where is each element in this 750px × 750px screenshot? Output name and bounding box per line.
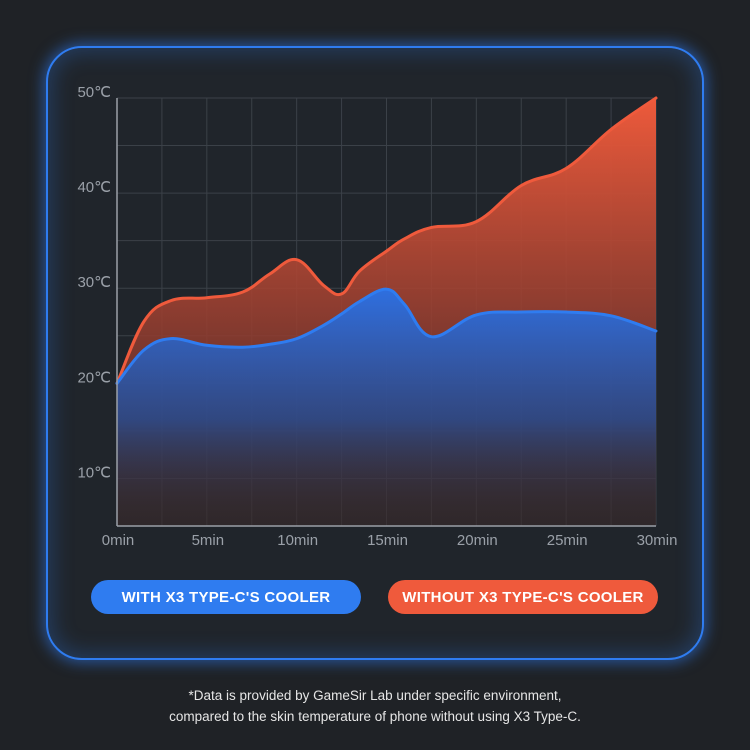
footnote-line-1: *Data is provided by GameSir Lab under s… (188, 688, 562, 703)
y-tick-label: 20℃ (77, 369, 111, 386)
legend-with-cooler: WITH X3 TYPE-C'S COOLER (91, 580, 361, 614)
y-tick-label: 50℃ (77, 84, 111, 101)
x-tick-label: 20min (457, 532, 498, 549)
series-line-1 (115, 287, 658, 385)
y-tick-label: 30℃ (77, 274, 111, 291)
y-tick-label: 10℃ (77, 464, 111, 481)
x-tick-label: 5min (192, 532, 225, 549)
legend-without-cooler: WITHOUT X3 TYPE-C'S COOLER (388, 580, 658, 614)
x-tick-label: 25min (547, 532, 588, 549)
series-areas (115, 96, 658, 526)
y-tick-label: 40℃ (77, 179, 111, 196)
x-tick-label: 15min (367, 532, 408, 549)
x-tick-label: 30min (637, 532, 678, 549)
x-tick-label: 0min (102, 532, 135, 549)
footnote: *Data is provided by GameSir Lab under s… (0, 685, 750, 727)
series-area-1 (117, 289, 656, 526)
footnote-line-2: compared to the skin temperature of phon… (169, 709, 581, 724)
x-tick-label: 10min (277, 532, 318, 549)
series-line-0 (115, 96, 658, 385)
tick-labels: 10℃ 20℃ 30℃ 40℃ 50℃ 0min 5min 10min 15min 20min 25… (77, 84, 677, 549)
axes (116, 98, 656, 527)
